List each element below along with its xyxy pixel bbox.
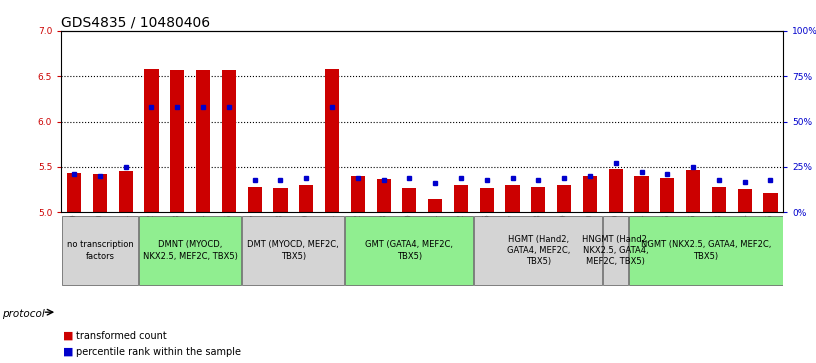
Text: ■: ■ [63,347,73,357]
Bar [686,170,700,212]
FancyBboxPatch shape [345,216,473,285]
Text: HNGMT (Hand2,
NKX2.5, GATA4,
MEF2C, TBX5): HNGMT (Hand2, NKX2.5, GATA4, MEF2C, TBX5… [582,235,650,266]
Bar [67,174,81,212]
Bar [222,70,236,212]
FancyBboxPatch shape [62,216,138,285]
Bar [273,188,287,212]
Text: no transcription
factors: no transcription factors [67,240,133,261]
Bar [454,185,468,212]
FancyBboxPatch shape [474,216,602,285]
Bar [609,169,623,212]
Bar [480,188,494,212]
Bar [247,187,262,212]
Bar [712,187,726,212]
Bar [428,199,442,212]
Text: NGMT (NKX2.5, GATA4, MEF2C,
TBX5): NGMT (NKX2.5, GATA4, MEF2C, TBX5) [641,240,771,261]
Bar [531,187,545,212]
Bar [196,70,211,212]
FancyBboxPatch shape [139,216,242,285]
Bar [634,176,649,212]
Bar [171,70,184,212]
Text: protocol: protocol [2,309,45,319]
Bar [557,185,571,212]
FancyBboxPatch shape [603,216,628,285]
Bar [376,179,391,212]
Text: GDS4835 / 10480406: GDS4835 / 10480406 [61,16,211,30]
Bar [351,176,365,212]
Bar [325,69,339,212]
Bar [299,185,313,212]
Bar [764,193,778,212]
Bar [738,189,752,212]
Bar [402,188,416,212]
Text: DMT (MYOCD, MEF2C,
TBX5): DMT (MYOCD, MEF2C, TBX5) [247,240,339,261]
Bar [583,176,597,212]
Bar [93,174,107,212]
Bar [118,171,133,212]
FancyBboxPatch shape [629,216,783,285]
Text: transformed count: transformed count [76,331,166,341]
Text: DMNT (MYOCD,
NKX2.5, MEF2C, TBX5): DMNT (MYOCD, NKX2.5, MEF2C, TBX5) [143,240,237,261]
Text: GMT (GATA4, MEF2C,
TBX5): GMT (GATA4, MEF2C, TBX5) [366,240,454,261]
Bar [660,178,674,212]
Text: HGMT (Hand2,
GATA4, MEF2C,
TBX5): HGMT (Hand2, GATA4, MEF2C, TBX5) [507,235,570,266]
Text: percentile rank within the sample: percentile rank within the sample [76,347,241,357]
FancyBboxPatch shape [242,216,344,285]
Text: ■: ■ [63,331,73,341]
Bar [144,69,158,212]
Bar [505,185,520,212]
